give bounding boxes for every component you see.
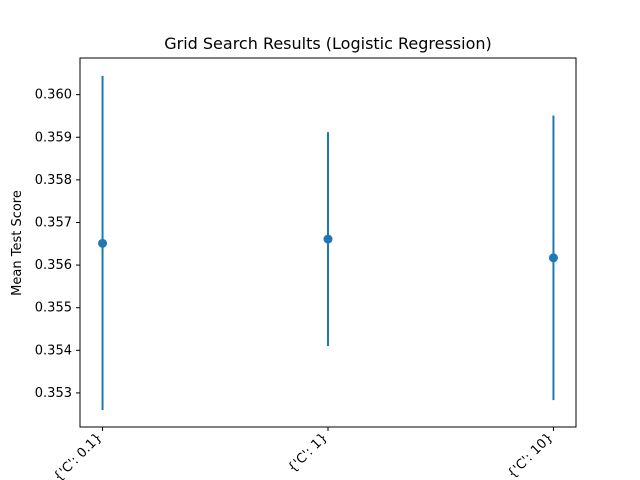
- y-tick-label: 0.359: [35, 130, 72, 145]
- y-tick-label: 0.358: [35, 173, 72, 188]
- data-point: [548, 253, 558, 263]
- data-point: [323, 234, 333, 244]
- y-axis-label: Mean Test Score: [10, 190, 25, 296]
- y-tick-label: 0.360: [35, 88, 72, 103]
- plot-area: 0.353 0.354 0.355 0.356 0.357 0.358 0.359 0.360…: [35, 75, 558, 480]
- chart-title: Grid Search Results (Logistic Regression…: [164, 34, 492, 53]
- y-tick-label: 0.357: [35, 215, 72, 230]
- y-tick-label: 0.356: [35, 258, 72, 273]
- x-tick-label: {'C': 1}: [285, 430, 331, 476]
- x-tick-label: {'C': 10}: [505, 430, 556, 480]
- y-tick-label: 0.355: [35, 301, 72, 316]
- data-point: [98, 238, 108, 248]
- y-tick-label: 0.354: [35, 343, 72, 358]
- y-tick-label: 0.353: [35, 386, 72, 401]
- x-tick-label: {'C': 0.1}: [51, 430, 105, 480]
